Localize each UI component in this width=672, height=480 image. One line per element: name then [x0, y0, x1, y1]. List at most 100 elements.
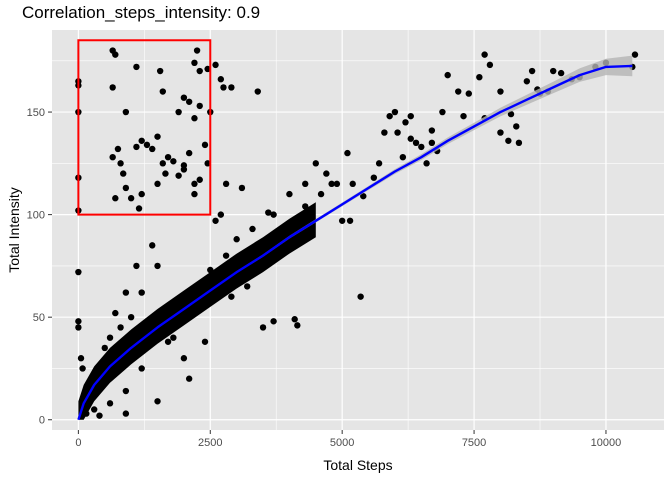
data-point — [138, 190, 145, 198]
data-point — [476, 73, 483, 81]
data-point — [455, 88, 462, 95]
data-point — [212, 61, 219, 69]
data-point — [528, 67, 536, 75]
data-point — [175, 108, 182, 116]
data-point — [407, 135, 414, 142]
data-point — [138, 289, 145, 296]
data-point — [156, 67, 164, 75]
data-point — [460, 112, 467, 120]
data-point — [175, 172, 182, 179]
x-tick-label: 7500 — [462, 437, 486, 449]
data-point — [291, 316, 298, 323]
data-point — [75, 324, 82, 331]
data-point — [217, 211, 225, 218]
data-point — [286, 190, 293, 198]
data-point — [486, 61, 494, 69]
data-point — [317, 190, 325, 198]
data-point — [333, 180, 341, 188]
data-point — [557, 69, 565, 77]
y-tick-label: 150 — [27, 107, 45, 119]
chart-title: Correlation_steps_intensity: 0.9 — [22, 3, 261, 22]
data-point — [112, 195, 119, 202]
data-point — [418, 143, 425, 151]
data-point — [220, 84, 227, 91]
data-point — [402, 119, 409, 126]
data-point — [164, 153, 172, 161]
y-tick-label: 0 — [39, 415, 45, 427]
data-point — [170, 158, 177, 165]
x-tick-label: 2500 — [198, 437, 222, 449]
data-point — [77, 355, 85, 362]
data-point — [370, 174, 378, 181]
data-point — [302, 180, 309, 188]
data-point — [143, 141, 151, 149]
data-point — [212, 217, 219, 224]
data-point — [515, 139, 523, 147]
data-point — [127, 195, 135, 202]
y-tick-label: 50 — [33, 312, 45, 324]
data-point — [357, 293, 364, 300]
data-point — [465, 90, 472, 97]
y-tick-label: 100 — [27, 210, 45, 222]
data-point — [122, 387, 130, 395]
data-point — [328, 180, 335, 188]
data-point — [270, 211, 277, 218]
x-tick-label: 10000 — [591, 437, 622, 449]
trend-line — [77, 64, 633, 421]
data-point — [122, 184, 130, 192]
dense-point-cloud — [78, 202, 316, 420]
data-point — [138, 365, 145, 372]
data-point — [191, 180, 198, 188]
data-point — [497, 88, 504, 95]
data-point — [122, 289, 130, 296]
data-point — [135, 205, 143, 212]
x-tick-label: 0 — [75, 437, 81, 449]
data-point — [112, 309, 119, 317]
data-point — [170, 334, 177, 341]
data-point — [244, 283, 251, 290]
data-point — [193, 47, 201, 54]
data-point — [323, 170, 330, 177]
data-point — [344, 149, 351, 157]
data-point — [412, 139, 420, 147]
data-point — [228, 293, 235, 300]
data-point — [270, 318, 277, 325]
data-point — [204, 65, 211, 73]
data-point — [196, 67, 203, 75]
data-point — [254, 88, 261, 95]
data-point — [159, 160, 166, 167]
data-point — [154, 262, 161, 270]
data-point — [154, 133, 161, 140]
data-point — [162, 170, 169, 177]
data-point — [428, 139, 436, 147]
data-point — [112, 51, 119, 58]
data-point — [138, 137, 145, 144]
data-point — [204, 160, 211, 167]
data-point — [394, 129, 401, 136]
data-point — [96, 412, 103, 419]
data-point — [133, 262, 140, 270]
data-point — [346, 217, 354, 224]
data-point — [75, 268, 82, 276]
data-point — [180, 94, 188, 101]
data-point — [106, 400, 114, 407]
data-point — [196, 176, 203, 183]
data-point — [439, 108, 446, 116]
data-point — [196, 102, 203, 110]
data-point — [117, 324, 124, 331]
data-point — [259, 324, 267, 331]
data-point — [109, 153, 116, 161]
data-point — [106, 334, 114, 341]
data-point — [265, 209, 272, 216]
data-point — [133, 63, 140, 71]
data-point — [294, 322, 301, 329]
data-point — [185, 98, 193, 105]
data-point — [222, 252, 230, 259]
data-point — [507, 110, 515, 118]
data-point — [428, 127, 436, 134]
y-axis-title: Total Intensity — [6, 187, 22, 273]
data-point — [127, 313, 135, 321]
data-point — [154, 180, 161, 188]
data-point — [191, 115, 198, 122]
